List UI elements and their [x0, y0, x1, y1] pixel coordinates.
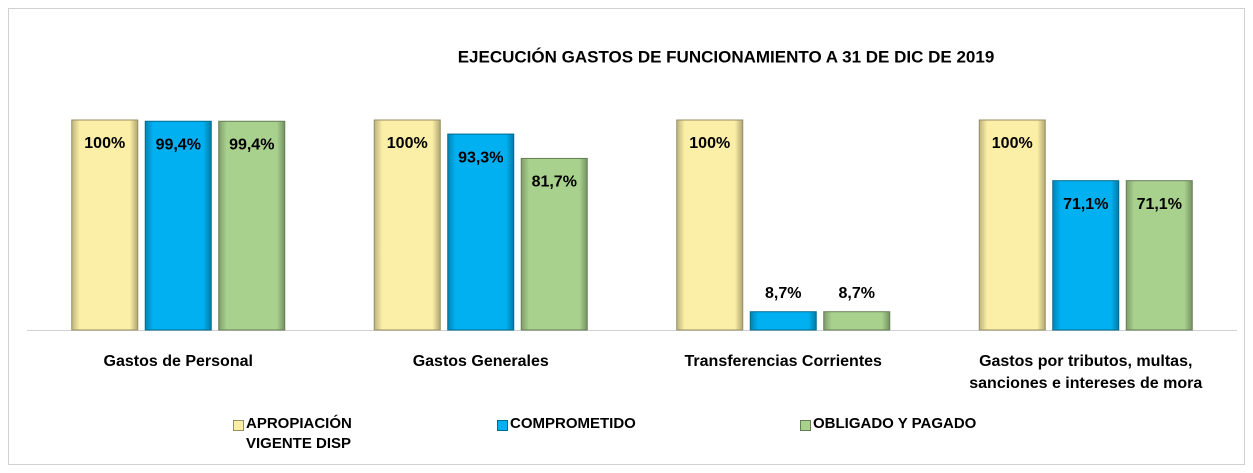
bar: [520, 157, 588, 331]
value-label: 71,1%: [1063, 196, 1108, 213]
bar: [373, 119, 441, 331]
value-label: 8,7%: [839, 285, 875, 302]
bar: [144, 120, 212, 331]
value-label: 8,7%: [765, 285, 801, 302]
legend-label: APROPIACIÓN VIGENTE DISP: [246, 415, 352, 452]
value-label: 100%: [387, 135, 428, 152]
bar: [1125, 180, 1193, 331]
value-label: 100%: [992, 135, 1033, 152]
bar: [749, 311, 817, 331]
value-label: 93,3%: [458, 149, 503, 166]
value-label: 100%: [689, 135, 730, 152]
chart-title: EJECUCIÓN GASTOS DE FUNCIONAMIENTO A 31 …: [458, 47, 995, 66]
bar: [978, 119, 1046, 331]
bar: [71, 119, 139, 331]
legend-swatch: [233, 420, 244, 431]
bar: [1052, 180, 1120, 331]
x-tick-label: Gastos Generales: [412, 353, 549, 370]
legend-swatch: [800, 420, 811, 431]
value-label: 99,4%: [156, 136, 201, 153]
bar: [447, 133, 515, 331]
x-tick-label: Gastos de Personal: [103, 353, 253, 370]
bar: [676, 119, 744, 331]
value-label: 81,7%: [532, 174, 577, 191]
bar: [218, 120, 286, 331]
value-label: 71,1%: [1137, 196, 1182, 213]
value-label: 100%: [84, 135, 125, 152]
bar: [823, 311, 891, 331]
x-tick-label: Transferencias Corrientes: [684, 353, 882, 370]
x-tick-label: Gastos por tributos, multas, sanciones e…: [969, 353, 1203, 392]
legend-swatch: [497, 420, 508, 431]
value-label: 99,4%: [229, 136, 274, 153]
legend-label: COMPROMETIDO: [510, 415, 636, 432]
legend-label: OBLIGADO Y PAGADO: [813, 415, 977, 432]
